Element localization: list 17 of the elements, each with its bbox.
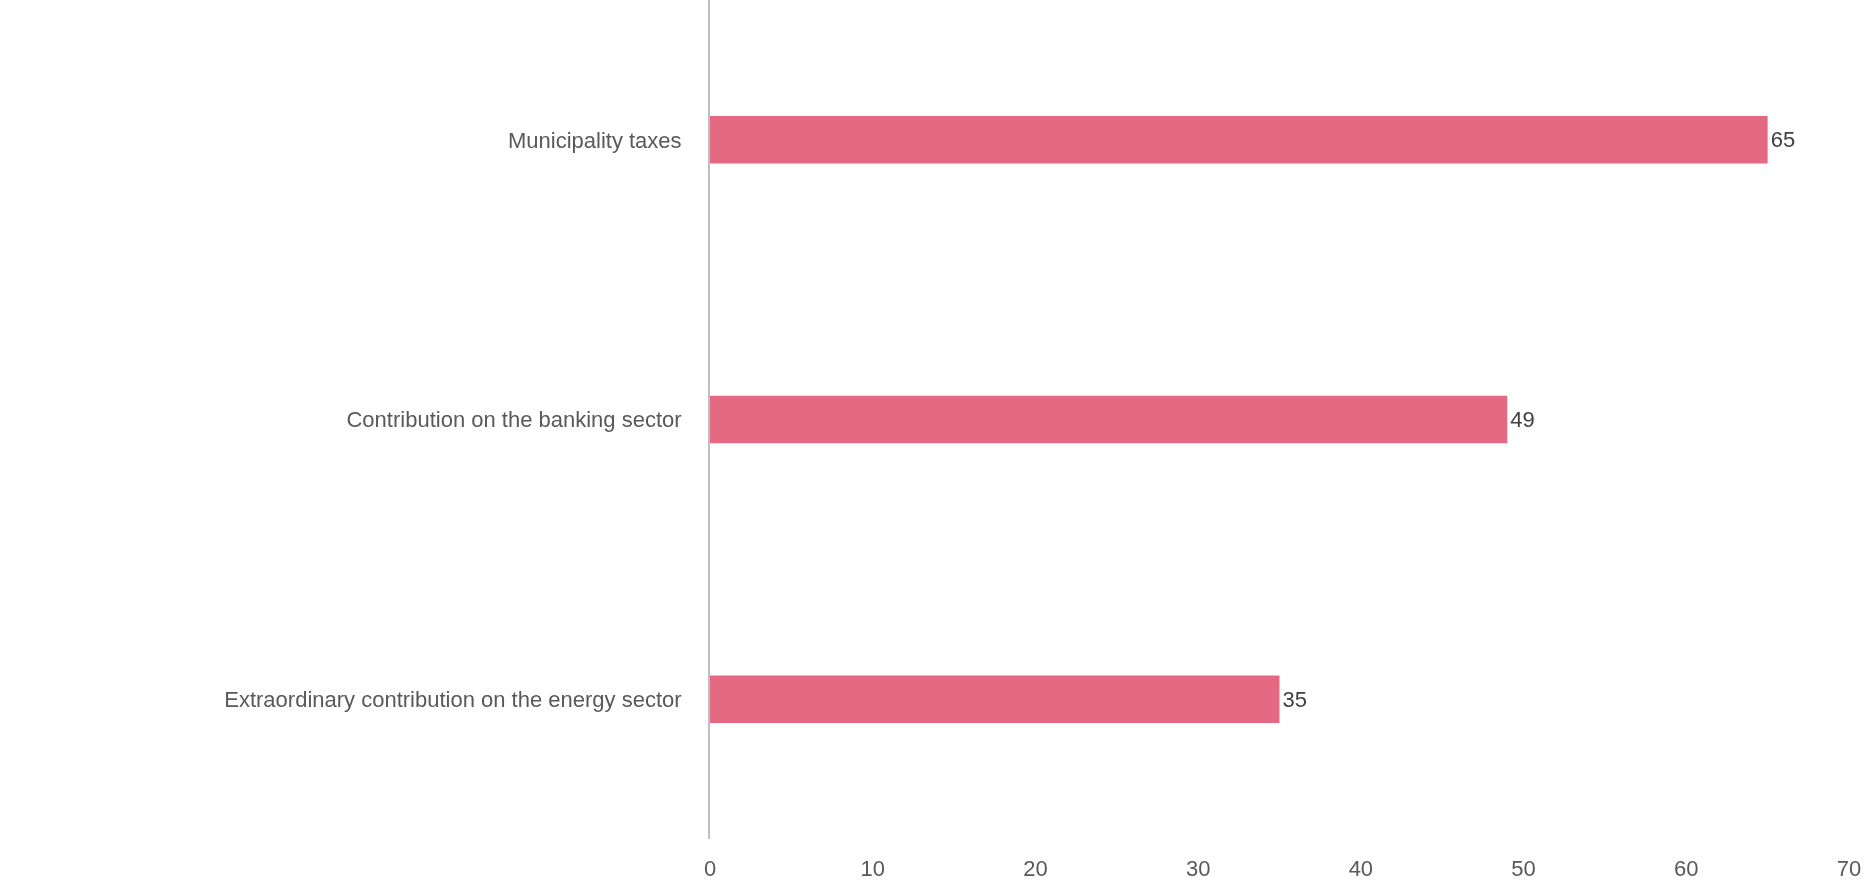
data-label: 49 (1510, 407, 1535, 432)
y-tick-label: Contribution on the banking sector (346, 407, 682, 433)
data-label: 35 (1282, 686, 1307, 712)
data-label: 65 (1770, 127, 1796, 153)
bar (710, 395, 1508, 444)
x-tick-label: 40 (1348, 856, 1374, 881)
x-tick-label: 70 (1836, 856, 1862, 881)
bar (710, 675, 1280, 723)
y-tick-label: Extraordinary contribution on the energy sector (224, 686, 682, 712)
x-tick-label: 60 (1674, 856, 1699, 881)
x-tick-label: 20 (1023, 856, 1048, 881)
x-tick-label: 10 (860, 856, 885, 881)
x-tick-label: 0 (703, 856, 717, 881)
bar (710, 116, 1768, 164)
y-tick-label: Municipality taxes (507, 127, 682, 153)
x-tick-label: 50 (1511, 856, 1536, 881)
x-tick-label: 30 (1185, 856, 1211, 881)
